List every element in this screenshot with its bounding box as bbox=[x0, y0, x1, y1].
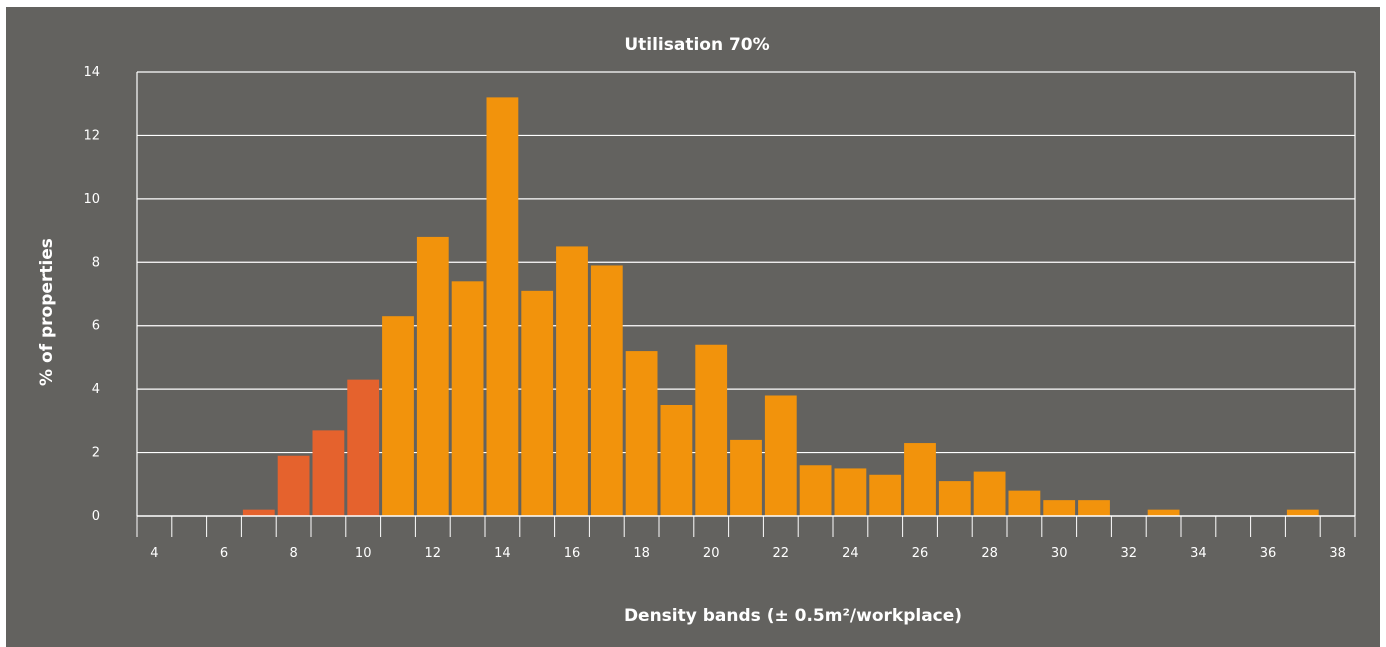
bar-14 bbox=[486, 97, 519, 516]
bar-11 bbox=[382, 316, 414, 516]
x-tick-label: 8 bbox=[289, 546, 297, 561]
bar-28 bbox=[973, 471, 1006, 516]
y-tick-label: 12 bbox=[83, 128, 100, 143]
y-tick-label: 6 bbox=[92, 319, 100, 334]
bar-21 bbox=[730, 439, 762, 516]
x-tick-label: 18 bbox=[633, 546, 650, 561]
bar-23 bbox=[799, 465, 832, 516]
x-tick-label: 4 bbox=[150, 546, 158, 561]
x-tick-label: 20 bbox=[703, 546, 720, 561]
x-tick-label: 26 bbox=[912, 546, 929, 561]
x-tick-label: 30 bbox=[1051, 546, 1068, 561]
chart-title: Utilisation 70% bbox=[624, 35, 769, 55]
bar-26 bbox=[904, 443, 936, 516]
x-tick-label: 32 bbox=[1121, 546, 1138, 561]
x-tick-label: 6 bbox=[220, 546, 228, 561]
y-tick-label: 4 bbox=[92, 382, 100, 397]
bar-13 bbox=[451, 281, 484, 516]
bar-17 bbox=[590, 265, 623, 516]
x-tick-label: 24 bbox=[842, 546, 859, 561]
bar-31 bbox=[1078, 500, 1110, 516]
y-tick-label: 2 bbox=[92, 446, 100, 461]
bar-7 bbox=[242, 509, 275, 516]
x-tick-label: 14 bbox=[494, 546, 511, 561]
bar-12 bbox=[416, 236, 449, 516]
bar-27 bbox=[938, 481, 971, 516]
y-tick-label: 10 bbox=[83, 192, 100, 207]
x-tick-label: 16 bbox=[564, 546, 581, 561]
bar-19 bbox=[660, 405, 693, 516]
y-axis-label: % of properties bbox=[37, 238, 57, 386]
bar-25 bbox=[869, 474, 902, 516]
bars bbox=[242, 97, 1319, 516]
chart-panel bbox=[6, 7, 1380, 647]
y-tick-label: 8 bbox=[92, 255, 100, 270]
bar-33 bbox=[1147, 509, 1180, 516]
x-axis-label: Density bands (± 0.5m²/workplace) bbox=[624, 606, 962, 626]
bar-16 bbox=[556, 246, 588, 516]
x-tick-label: 22 bbox=[773, 546, 790, 561]
bar-9 bbox=[312, 430, 345, 516]
bar-30 bbox=[1043, 500, 1076, 516]
bar-37 bbox=[1286, 509, 1319, 516]
bar-18 bbox=[625, 351, 658, 516]
bar-24 bbox=[834, 468, 867, 516]
y-tick-label: 0 bbox=[92, 509, 100, 524]
bar-22 bbox=[764, 395, 797, 516]
bar-8 bbox=[277, 455, 310, 516]
bar-29 bbox=[1008, 490, 1041, 516]
x-tick-label: 36 bbox=[1260, 546, 1277, 561]
y-tick-label: 14 bbox=[83, 65, 100, 80]
x-tick-label: 10 bbox=[355, 546, 372, 561]
x-tick-label: 38 bbox=[1329, 546, 1346, 561]
x-tick-label: 34 bbox=[1190, 546, 1207, 561]
bar-10 bbox=[347, 379, 380, 516]
bar-20 bbox=[695, 344, 728, 516]
bar-15 bbox=[521, 290, 554, 516]
x-tick-label: 28 bbox=[981, 546, 998, 561]
x-tick-label: 12 bbox=[425, 546, 442, 561]
